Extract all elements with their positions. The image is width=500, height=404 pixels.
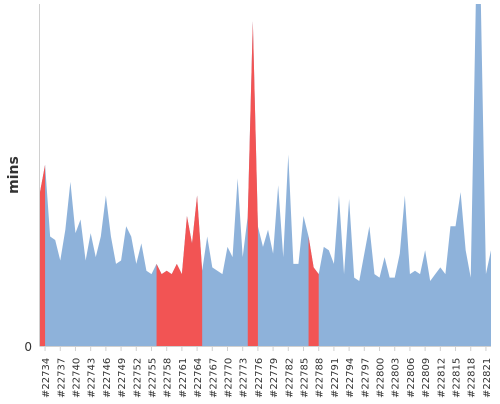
area-series <box>40 4 491 346</box>
x-tick-label-21: #22797 <box>360 358 371 398</box>
x-tick-label-10: #22764 <box>193 358 204 398</box>
highlight-area-0 <box>40 164 46 346</box>
x-tick-label-1: #22737 <box>56 358 67 398</box>
x-tick-label-4: #22746 <box>102 358 113 398</box>
x-tick-label-15: #22779 <box>269 358 280 398</box>
x-tick-label-25: #22809 <box>421 358 432 398</box>
x-tick-label-22: #22800 <box>376 358 387 398</box>
x-tick-label-27: #22815 <box>452 358 463 398</box>
x-tick-label-6: #22752 <box>132 358 143 398</box>
x-tick-label-17: #22785 <box>300 358 311 398</box>
y-tick-label-0: 0 <box>24 340 32 354</box>
x-tick-label-0: #22734 <box>41 358 52 398</box>
x-tick-label-14: #22776 <box>254 358 265 398</box>
x-tick-label-3: #22743 <box>87 358 98 398</box>
x-tick-label-18: #22788 <box>315 358 326 398</box>
x-tick-label-7: #22755 <box>147 358 158 398</box>
highlight-area-1 <box>156 195 203 346</box>
x-tick-label-8: #22758 <box>163 358 174 398</box>
x-tick-label-29: #22821 <box>482 358 493 398</box>
x-tick-label-16: #22782 <box>284 358 295 398</box>
area-layer <box>40 4 491 346</box>
x-tick-label-12: #22770 <box>223 358 234 398</box>
y-axis-label: mins <box>6 156 22 194</box>
highlight-area-2 <box>247 21 258 346</box>
x-tick-layer: #22734 #22737 #22740 #22743 #22746 #22749 #227… <box>41 346 493 398</box>
x-tick-label-28: #22818 <box>467 358 478 398</box>
highlight-area-3 <box>308 236 319 346</box>
x-tick-label-23: #22803 <box>391 358 402 398</box>
x-tick-label-24: #22806 <box>406 358 417 398</box>
x-tick-label-2: #22740 <box>71 358 82 398</box>
x-tick-label-19: #22791 <box>330 358 341 398</box>
x-tick-label-11: #22767 <box>208 358 219 398</box>
x-tick-label-26: #22812 <box>436 358 447 398</box>
x-tick-label-20: #22794 <box>345 358 356 398</box>
x-tick-label-5: #22749 <box>117 358 128 398</box>
x-tick-label-13: #22773 <box>239 358 250 398</box>
x-tick-label-9: #22761 <box>178 358 189 398</box>
